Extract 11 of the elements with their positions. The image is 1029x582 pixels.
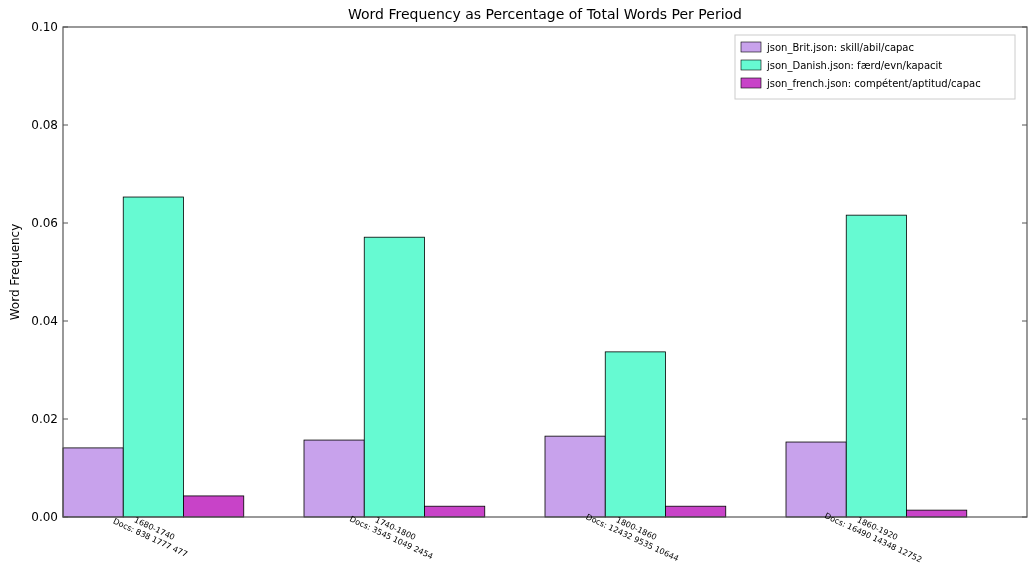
legend-label: json_Brit.json: skill/abil/capac [766, 41, 914, 54]
y-axis-title: Word Frequency [8, 223, 22, 321]
legend-label: json_french.json: compétent/aptitud/capac [766, 77, 981, 90]
y-tick-label: 0.04 [31, 314, 58, 329]
legend-label: json_Danish.json: færd/evn/kapacit [766, 59, 943, 72]
y-tick-label: 0.08 [31, 118, 58, 133]
y-tick-label: 0.00 [31, 510, 58, 525]
y-tick-label: 0.10 [31, 20, 58, 35]
y-tick-label: 0.02 [31, 412, 58, 427]
chart-title: Word Frequency as Percentage of Total Words Per Period [348, 6, 742, 22]
y-tick-label: 0.06 [31, 216, 58, 231]
